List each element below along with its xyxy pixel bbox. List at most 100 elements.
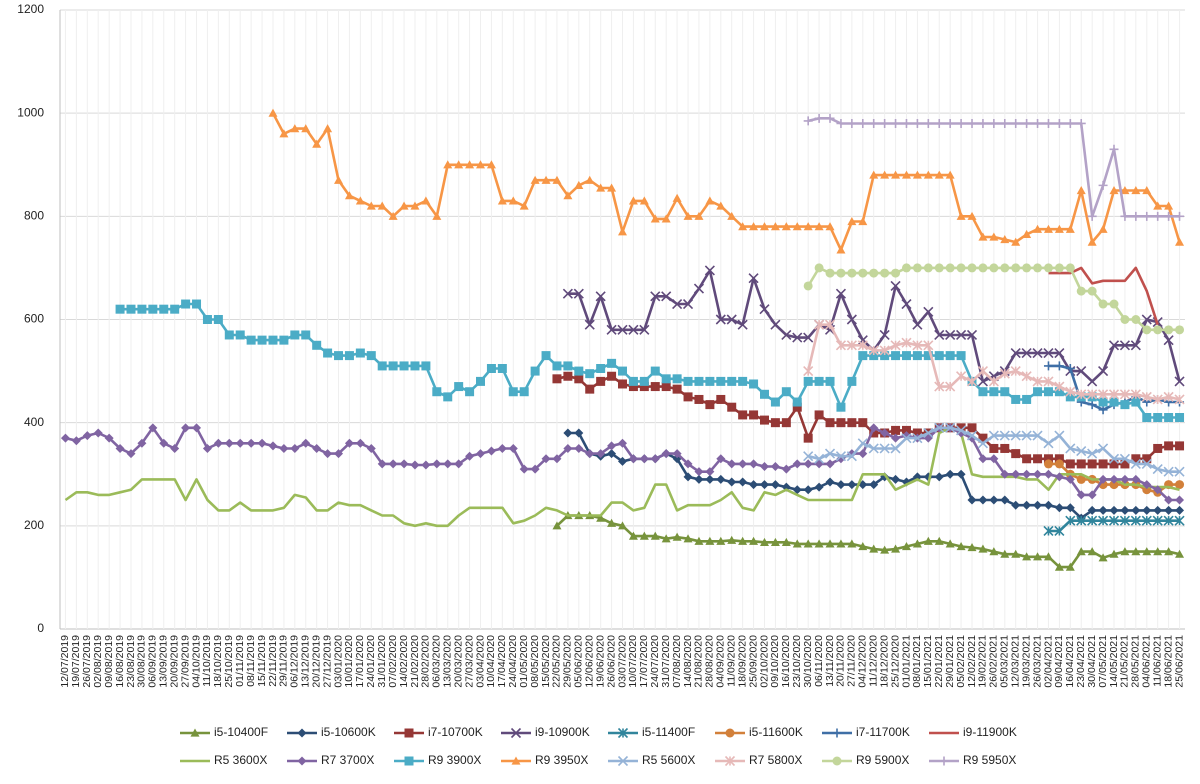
marker [1065,118,1075,128]
marker [1098,474,1108,484]
x-tick-label: 12/03/2021 [1009,635,1021,688]
marker [836,480,846,490]
marker [967,263,977,273]
marker [510,727,522,739]
x-tick-label: 22/11/2019 [267,635,279,687]
marker [410,361,420,371]
marker [1000,495,1010,505]
marker [847,376,857,386]
marker [170,304,180,314]
x-tick-label: 22/05/2020 [551,635,563,688]
marker [814,459,824,469]
marker [923,427,934,439]
marker [421,460,431,470]
marker [705,536,715,545]
x-tick-label: 10/04/2020 [485,635,497,688]
marker [901,425,911,435]
marker [672,298,683,310]
marker [1098,515,1109,526]
marker [377,361,387,371]
marker [1175,211,1185,221]
marker [650,366,660,376]
marker [912,319,923,330]
marker [891,118,901,128]
marker [115,443,125,453]
x-tick-label: 25/12/2020 [889,635,901,688]
marker [377,201,387,210]
marker [290,443,300,453]
marker [1065,562,1075,571]
x-tick-label: 06/09/2019 [147,635,159,688]
marker [661,291,672,302]
x-tick-label: 19/07/2019 [70,635,82,688]
marker [628,196,638,205]
marker [1054,381,1065,392]
marker [1175,495,1185,505]
marker [1010,347,1021,359]
marker [945,469,955,479]
marker [923,118,933,128]
marker [1087,448,1098,459]
marker [1011,118,1021,128]
marker [846,340,857,351]
marker [967,211,977,220]
marker [672,374,682,384]
marker [738,459,748,469]
x-tick-label: 01/05/2020 [518,635,530,688]
marker [1054,562,1064,571]
marker [1054,459,1064,469]
marker [1000,235,1010,244]
marker [334,449,344,459]
x-tick-label: 05/03/2021 [999,635,1011,688]
marker [967,495,977,505]
marker [716,454,726,464]
marker [967,542,977,552]
marker [639,531,649,540]
marker [989,547,999,556]
marker [1054,472,1064,482]
x-tick-label: 16/10/2020 [780,635,792,688]
x-tick-label: 27/12/2019 [321,635,333,688]
x-tick-label: 13/03/2020 [442,635,454,688]
marker [530,464,540,474]
marker [1120,474,1130,484]
marker [835,340,847,351]
marker [1109,474,1119,484]
marker [836,245,846,254]
x-tick-label: 01/11/2019 [234,635,246,687]
marker [235,330,245,340]
marker [759,480,769,490]
marker [1033,118,1043,128]
marker [71,436,81,446]
marker [279,129,289,138]
marker [1076,459,1086,469]
marker [1032,347,1043,359]
marker [814,222,824,231]
marker [989,387,999,397]
marker [770,537,780,546]
marker [749,480,759,490]
marker [956,118,966,128]
marker [279,443,289,453]
marker [1076,547,1086,556]
marker [519,387,529,397]
marker [727,459,737,469]
marker [1022,118,1032,128]
marker [1065,474,1075,484]
marker [650,382,660,392]
marker [617,324,628,335]
marker [716,394,726,404]
marker [945,170,955,179]
x-tick-label: 09/04/2021 [1053,635,1065,688]
x-tick-label: 10/01/2020 [343,635,355,688]
marker [846,314,857,325]
marker [607,449,617,459]
x-tick-label: 14/02/2020 [398,635,410,688]
marker [814,539,824,548]
marker [1043,361,1053,371]
x-tick-label: 18/06/2021 [1162,635,1174,688]
x-tick-label: 07/08/2020 [671,635,683,688]
x-tick-label: 14/05/2021 [1108,635,1120,688]
marker [683,472,693,482]
y-tick-label: 200 [24,518,44,532]
